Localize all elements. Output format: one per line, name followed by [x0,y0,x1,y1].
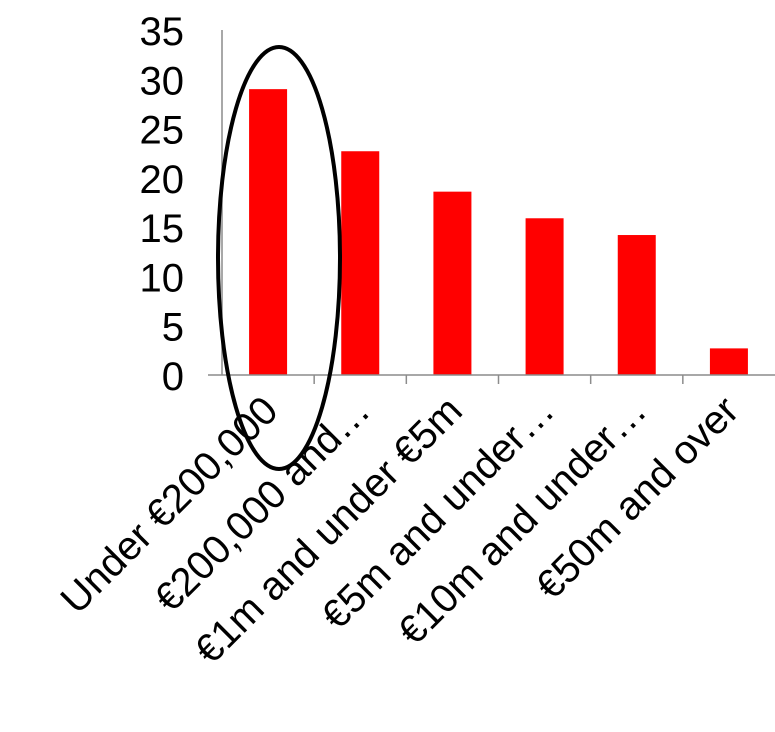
y-tick-label: 25 [140,109,185,153]
y-tick-label: 5 [162,306,184,350]
x-axis-ticks [313,375,684,384]
x-axis-labels: Under €200,000€200,000 and…€1m and under… [52,388,747,672]
bar [709,348,748,375]
highlight-ellipse [216,45,342,471]
y-tick-label: 0 [162,355,184,399]
y-tick-label: 10 [140,256,185,300]
y-tick-label: 20 [140,158,185,202]
bar [341,151,380,375]
y-tick-label: 15 [140,207,185,251]
bar [617,235,656,375]
y-tick-label: 35 [140,10,185,54]
bar [249,89,288,376]
bar [433,191,472,375]
y-axis-ticks: 0 5 10 15 20 25 30 35 [140,10,185,399]
y-tick-label: 30 [140,59,185,103]
bar [525,218,564,375]
bars [249,89,748,376]
